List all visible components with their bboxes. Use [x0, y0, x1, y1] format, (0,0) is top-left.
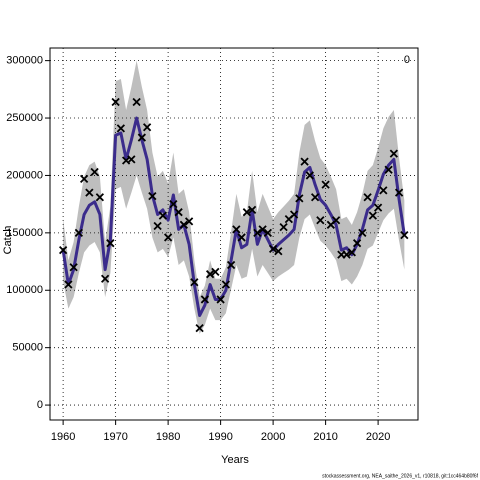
y-tick-label: 250000: [6, 112, 43, 124]
observation: [111, 97, 120, 107]
observation: [184, 217, 194, 226]
observation: [153, 221, 162, 231]
observation: [163, 233, 173, 242]
observation: [221, 280, 230, 289]
x-tick-label: 2020: [366, 431, 390, 443]
observation: [226, 260, 236, 270]
observation: [253, 228, 262, 237]
observation: [342, 250, 351, 259]
x-tick-label: 1970: [103, 431, 127, 443]
y-tick-label: 50000: [12, 342, 43, 354]
observation: [384, 165, 393, 174]
observation: [179, 220, 189, 229]
observation: [237, 233, 246, 242]
observation: [100, 274, 110, 283]
observation: [373, 203, 383, 212]
observation: [158, 211, 168, 220]
observation: [242, 208, 251, 217]
observation: [90, 167, 99, 177]
observation: [137, 133, 147, 142]
observation: [195, 324, 204, 333]
observation: [200, 295, 210, 304]
observation: [142, 123, 152, 132]
observation: [211, 267, 220, 277]
observation: [132, 97, 141, 107]
observation: [379, 186, 388, 195]
observation: [247, 205, 257, 215]
observation: [127, 155, 136, 164]
observation: [347, 248, 356, 257]
x-axis-label: Years: [221, 454, 249, 466]
x-tick-label: 1980: [156, 431, 180, 443]
observation: [268, 244, 278, 254]
observation: [358, 228, 367, 237]
y-tick-label: 150000: [6, 227, 43, 239]
observation: [216, 295, 225, 304]
x-tick-label: 2010: [313, 431, 337, 443]
observation: [205, 270, 215, 279]
observation: [85, 188, 94, 197]
observation: [169, 200, 178, 209]
observation: [116, 124, 126, 133]
y-axis-label: Catch: [2, 226, 14, 255]
observation: [258, 225, 267, 234]
estimate-line: [61, 116, 406, 318]
observation: [106, 239, 115, 248]
observation: [190, 278, 199, 287]
y-tick-label: 100000: [6, 284, 43, 296]
x-tick-label: 2000: [261, 431, 285, 443]
observation: [394, 188, 404, 197]
observation: [352, 239, 362, 248]
plot-frame: [49, 47, 419, 421]
observation: [279, 222, 288, 232]
observation: [295, 194, 304, 203]
observation: [263, 228, 272, 237]
observation: [232, 225, 241, 234]
observation: [64, 280, 73, 289]
observation: [79, 174, 89, 184]
observation: [310, 193, 320, 202]
observation: [400, 231, 409, 240]
chart-title: 0: [404, 54, 410, 66]
observation: [363, 193, 372, 202]
observation: [368, 211, 377, 220]
observation: [58, 245, 68, 255]
observation: [74, 228, 84, 237]
observation: [331, 216, 341, 225]
observation: [95, 193, 105, 202]
y-tick-label: 200000: [6, 169, 43, 181]
observation: [316, 216, 325, 225]
observation: [305, 171, 314, 180]
y-tick-label: 300000: [6, 55, 43, 67]
y-tick-label: 0: [37, 399, 43, 411]
observation: [174, 208, 183, 217]
observation: [389, 149, 398, 158]
x-tick-label: 1960: [51, 431, 75, 443]
observation: [148, 191, 157, 201]
observation: [321, 180, 330, 189]
observation: [289, 210, 299, 219]
observation: [300, 157, 309, 166]
observation: [69, 263, 78, 272]
x-tick-label: 1990: [208, 431, 232, 443]
observation: [274, 247, 283, 256]
footer: stockassessment.org, NEA_saithe_2026_v1,…: [322, 473, 479, 479]
